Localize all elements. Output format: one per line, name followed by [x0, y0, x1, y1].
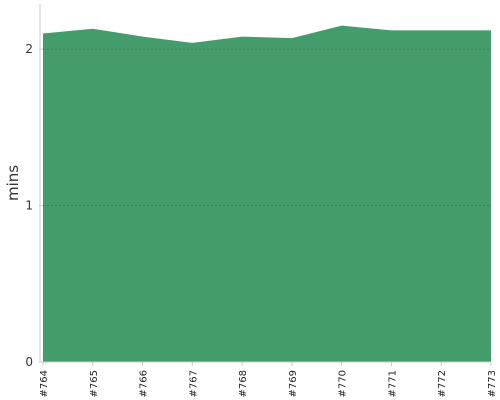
- gridlines: [43, 48, 491, 207]
- y-tick-label: 0: [25, 355, 33, 369]
- y-axis-title: mins: [4, 165, 22, 201]
- y-tick-label: 1: [25, 199, 33, 213]
- x-tick-labels: #764 #765 #766 #767 #768 #769 #770 #771 #772 #773: [39, 362, 498, 397]
- y-tick-label: 2: [25, 42, 33, 56]
- x-tick-label: #769: [288, 370, 299, 397]
- y-tick-labels: 0 1 2: [25, 42, 43, 369]
- plot-area: [43, 25, 491, 363]
- x-tick-label: #770: [338, 370, 349, 397]
- axes: [39, 4, 491, 363]
- series-area: [43, 25, 491, 363]
- x-tick-label: #767: [188, 370, 199, 397]
- x-tick-label: #772: [437, 370, 448, 397]
- x-tick-label: #768: [238, 370, 249, 397]
- x-tick-label: #766: [139, 370, 150, 397]
- x-tick-label: #771: [387, 370, 398, 397]
- x-tick-label: #764: [39, 370, 50, 397]
- x-tick-label: #773: [487, 370, 498, 397]
- x-tick-label: #765: [89, 370, 100, 397]
